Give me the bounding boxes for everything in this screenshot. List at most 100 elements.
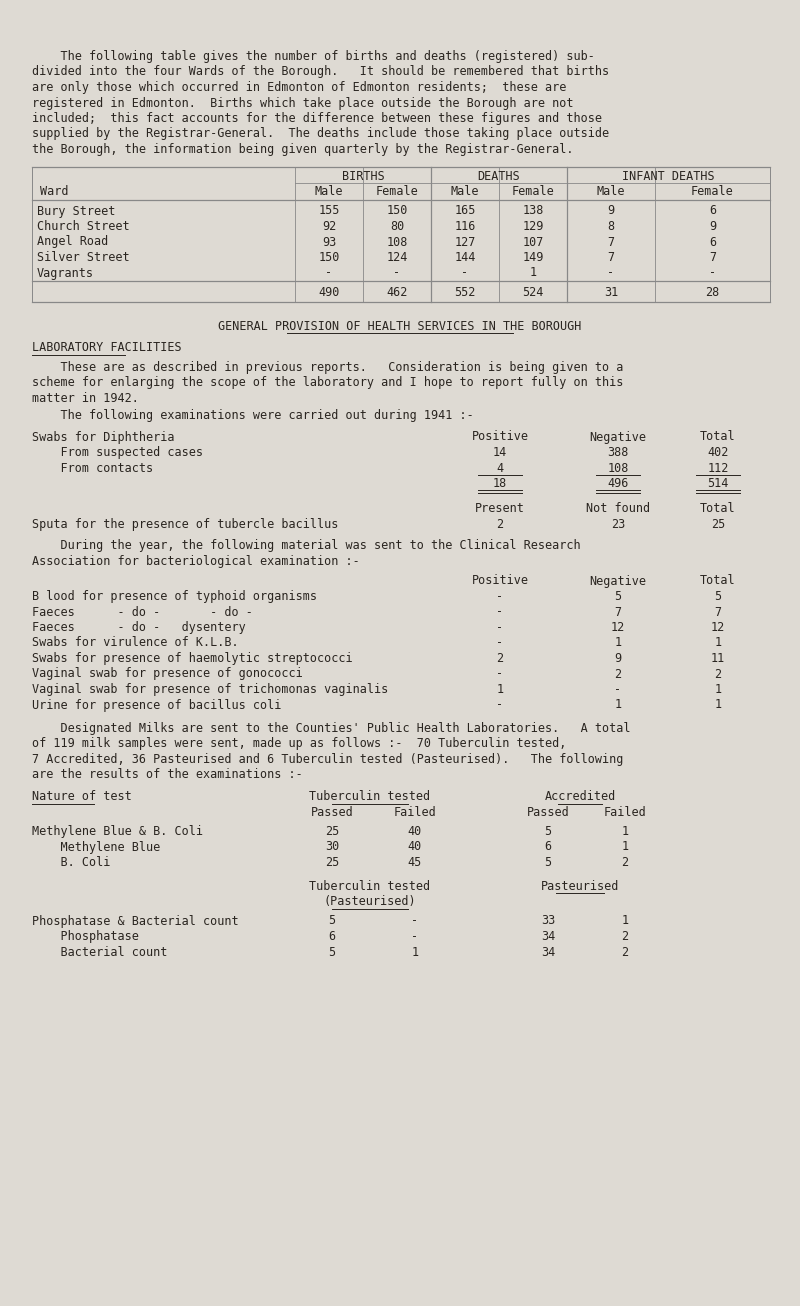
Text: Passed: Passed [310, 806, 354, 819]
Text: Church Street: Church Street [37, 219, 130, 232]
Text: Male: Male [450, 185, 479, 199]
Text: 388: 388 [607, 447, 629, 458]
Text: 116: 116 [454, 219, 476, 232]
Text: 6: 6 [709, 235, 716, 248]
Text: 490: 490 [318, 286, 340, 299]
Text: LABORATORY FACILITIES: LABORATORY FACILITIES [32, 341, 182, 354]
Text: 7: 7 [709, 251, 716, 264]
Text: Bacterial count: Bacterial count [32, 946, 167, 959]
Text: 514: 514 [707, 477, 729, 490]
Text: Sputa for the presence of tubercle bacillus: Sputa for the presence of tubercle bacil… [32, 518, 338, 532]
Text: Not found: Not found [586, 503, 650, 516]
Text: -: - [614, 683, 622, 696]
Text: 165: 165 [454, 205, 476, 218]
Text: Female: Female [512, 185, 554, 199]
Text: Angel Road: Angel Road [37, 235, 108, 248]
Text: Swabs for presence of haemolytic streptococci: Swabs for presence of haemolytic strepto… [32, 652, 353, 665]
Text: Total: Total [700, 575, 736, 588]
Text: Urine for presence of bacillus coli: Urine for presence of bacillus coli [32, 699, 282, 712]
Text: -: - [709, 266, 716, 279]
Text: 7: 7 [714, 606, 722, 619]
Text: 2: 2 [622, 946, 629, 959]
Text: Silver Street: Silver Street [37, 251, 130, 264]
Text: 40: 40 [408, 841, 422, 854]
Text: Methylene Blue: Methylene Blue [32, 841, 160, 854]
Text: Nature of test: Nature of test [32, 790, 132, 803]
Text: divided into the four Wards of the Borough.   It should be remembered that birth: divided into the four Wards of the Borou… [32, 65, 609, 78]
Text: 25: 25 [711, 518, 725, 532]
Text: 12: 12 [711, 620, 725, 633]
Text: GENERAL PROVISION OF HEALTH SERVICES IN THE BOROUGH: GENERAL PROVISION OF HEALTH SERVICES IN … [218, 320, 582, 333]
Text: -: - [497, 636, 503, 649]
Text: 33: 33 [541, 914, 555, 927]
Text: 149: 149 [522, 251, 544, 264]
Text: Bury Street: Bury Street [37, 205, 115, 218]
Text: 7: 7 [607, 251, 614, 264]
Text: matter in 1942.: matter in 1942. [32, 392, 139, 405]
Text: 1: 1 [497, 683, 503, 696]
Text: scheme for enlarging the scope of the laboratory and I hope to report fully on t: scheme for enlarging the scope of the la… [32, 376, 623, 389]
Text: 5: 5 [545, 825, 551, 838]
Text: 496: 496 [607, 477, 629, 490]
Text: supplied by the Registrar-General.  The deaths include those taking place outsid: supplied by the Registrar-General. The d… [32, 128, 609, 141]
Text: Faeces      - do -       - do -: Faeces - do - - do - [32, 606, 253, 619]
Text: Total: Total [700, 431, 736, 444]
Text: 462: 462 [386, 286, 408, 299]
Text: 5: 5 [329, 914, 335, 927]
Text: 127: 127 [454, 235, 476, 248]
Text: -: - [326, 266, 333, 279]
Text: Methylene Blue & B. Coli: Methylene Blue & B. Coli [32, 825, 203, 838]
Text: Ward: Ward [40, 185, 69, 199]
Text: Failed: Failed [394, 806, 436, 819]
Text: (Pasteurised): (Pasteurised) [324, 895, 416, 908]
Text: Female: Female [691, 185, 734, 199]
Text: 1: 1 [622, 825, 629, 838]
Text: -: - [497, 620, 503, 633]
Text: 2: 2 [614, 667, 622, 680]
Text: 108: 108 [386, 235, 408, 248]
Text: -: - [497, 606, 503, 619]
Text: Vagrants: Vagrants [37, 266, 94, 279]
Text: 124: 124 [386, 251, 408, 264]
Text: 1: 1 [714, 683, 722, 696]
Text: 18: 18 [493, 477, 507, 490]
Text: 1: 1 [530, 266, 537, 279]
Text: included;  this fact accounts for the difference between these figures and those: included; this fact accounts for the dif… [32, 112, 602, 125]
Text: 107: 107 [522, 235, 544, 248]
Text: From suspected cases: From suspected cases [32, 447, 203, 458]
Text: -: - [411, 930, 418, 943]
Text: are the results of the examinations :-: are the results of the examinations :- [32, 768, 302, 781]
Text: 5: 5 [329, 946, 335, 959]
Text: 150: 150 [386, 205, 408, 218]
Text: Swabs for virulence of K.L.B.: Swabs for virulence of K.L.B. [32, 636, 238, 649]
Text: 31: 31 [604, 286, 618, 299]
Text: 30: 30 [325, 841, 339, 854]
Text: 2: 2 [497, 518, 503, 532]
Text: 92: 92 [322, 219, 336, 232]
Text: During the year, the following material was sent to the Clinical Research: During the year, the following material … [32, 539, 581, 552]
Text: 129: 129 [522, 219, 544, 232]
Text: registered in Edmonton.  Births which take place outside the Borough are not: registered in Edmonton. Births which tak… [32, 97, 574, 110]
Text: Failed: Failed [604, 806, 646, 819]
Text: 138: 138 [522, 205, 544, 218]
Text: of 119 milk samples were sent, made up as follows :-  70 Tuberculin tested,: of 119 milk samples were sent, made up a… [32, 738, 566, 751]
Text: Pasteurised: Pasteurised [541, 879, 619, 892]
Text: 93: 93 [322, 235, 336, 248]
Text: 25: 25 [325, 855, 339, 868]
Text: 144: 144 [454, 251, 476, 264]
Text: are only those which occurred in Edmonton of Edmonton residents;  these are: are only those which occurred in Edmonto… [32, 81, 566, 94]
Text: 8: 8 [607, 219, 614, 232]
Text: 1: 1 [714, 699, 722, 712]
Text: 2: 2 [714, 667, 722, 680]
Text: Male: Male [597, 185, 626, 199]
Text: 9: 9 [607, 205, 614, 218]
Text: 524: 524 [522, 286, 544, 299]
Text: 2: 2 [622, 930, 629, 943]
Text: 34: 34 [541, 946, 555, 959]
Text: 1: 1 [614, 699, 622, 712]
Text: Present: Present [475, 503, 525, 516]
Text: Swabs for Diphtheria: Swabs for Diphtheria [32, 431, 174, 444]
Text: 1: 1 [622, 841, 629, 854]
Text: These are as described in previous reports.   Consideration is being given to a: These are as described in previous repor… [32, 360, 623, 374]
Text: 2: 2 [497, 652, 503, 665]
